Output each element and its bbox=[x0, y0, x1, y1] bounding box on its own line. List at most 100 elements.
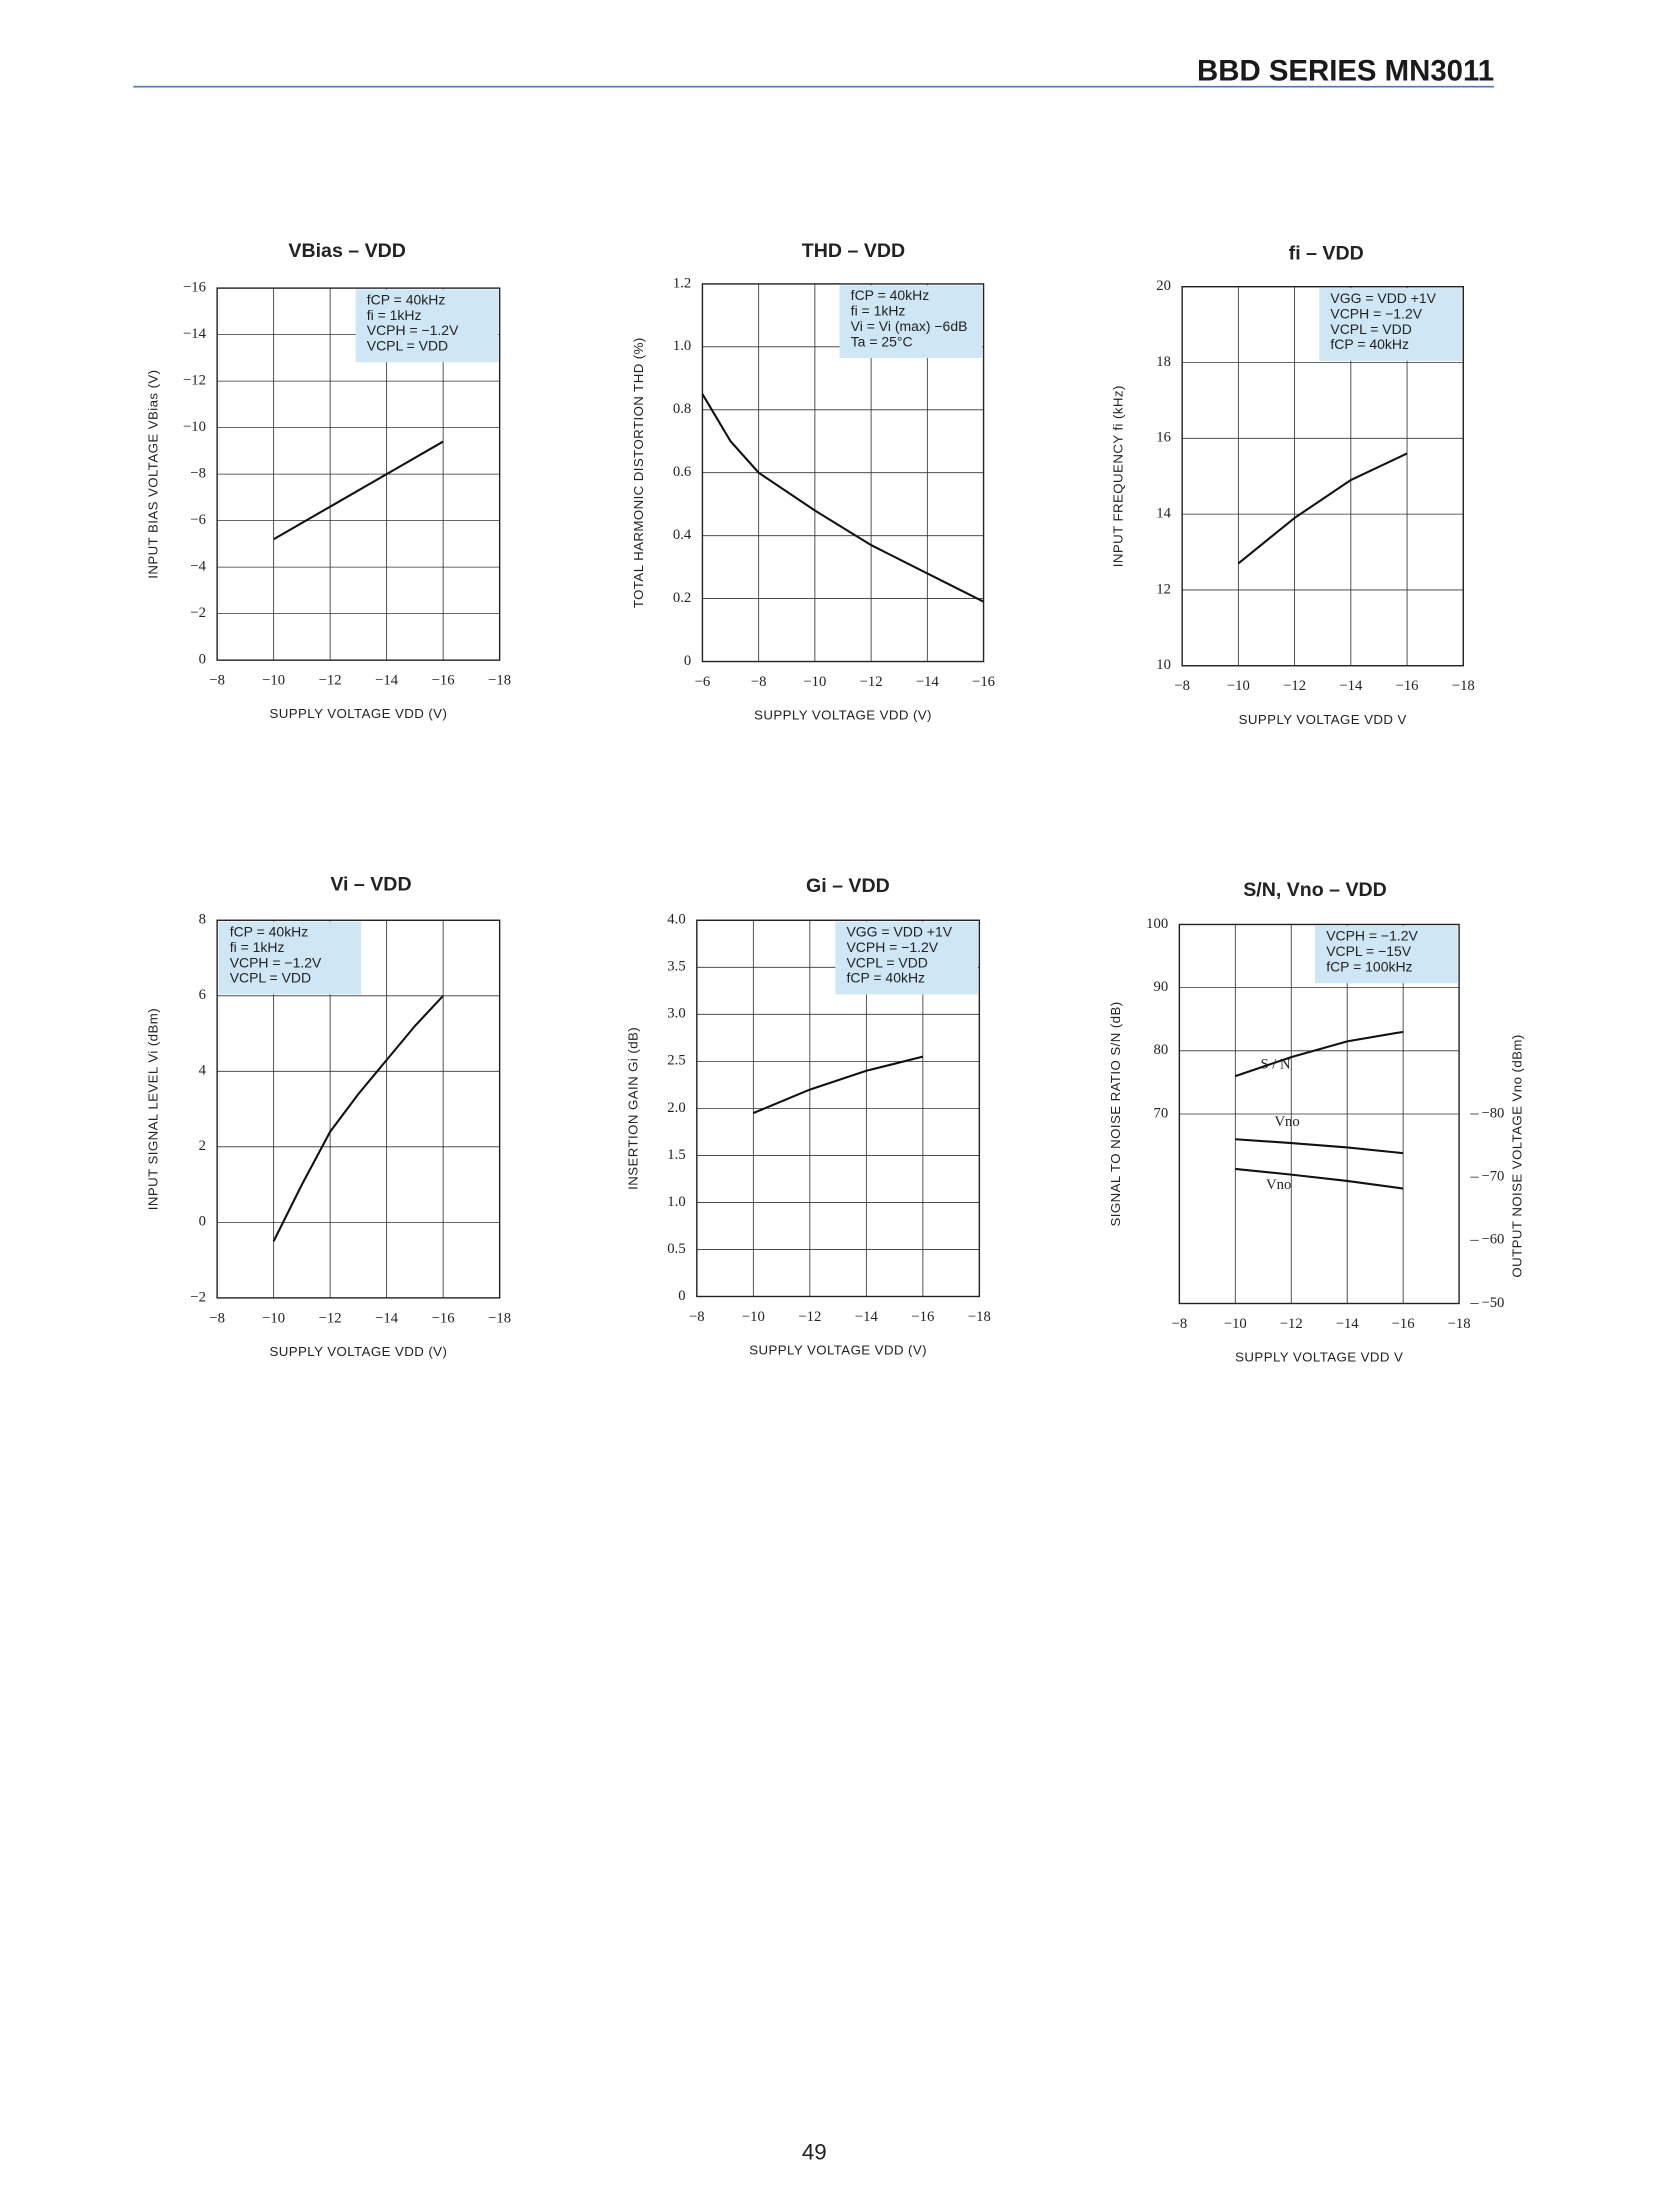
y-tick-label: 70 bbox=[1153, 1105, 1168, 1121]
x-tick-label: −10 bbox=[803, 674, 826, 690]
note-text: fCP = 40kHz bbox=[846, 970, 925, 986]
note-text: fCP = 40kHz bbox=[851, 287, 930, 303]
x-tick-label: −10 bbox=[1227, 678, 1250, 694]
y-tick-label: 12 bbox=[1156, 581, 1171, 597]
y-tick-label: 2.0 bbox=[667, 1100, 685, 1116]
x-tick-label: −12 bbox=[319, 1310, 342, 1326]
note-text: fi = 1kHz bbox=[367, 307, 422, 323]
note-text: Vi = Vi (max) −6dB bbox=[851, 318, 968, 334]
y-tick-label: −8 bbox=[190, 465, 206, 481]
y-tick-label: 0 bbox=[199, 1214, 206, 1230]
x-tick-label: −10 bbox=[262, 672, 285, 688]
series-line bbox=[752, 1055, 924, 1115]
series-line bbox=[1234, 1030, 1404, 1078]
y-tick-label: −16 bbox=[183, 279, 206, 295]
note-text: fCP = 40kHz bbox=[230, 924, 309, 940]
x-tick-label: −16 bbox=[911, 1309, 934, 1325]
x-tick-label: −8 bbox=[689, 1309, 705, 1325]
note-text: VCPL = VDD bbox=[1330, 321, 1411, 337]
x-tick-label: −16 bbox=[1392, 1316, 1415, 1332]
x-tick-label: −18 bbox=[488, 1310, 511, 1326]
series-label: Vno bbox=[1266, 1177, 1291, 1193]
x-tick-label: −18 bbox=[968, 1309, 991, 1325]
y-tick-label: 16 bbox=[1156, 430, 1171, 446]
plot-frame bbox=[696, 919, 981, 1298]
chart-title: Vi – VDD bbox=[330, 873, 411, 895]
y-tick-label: 2.5 bbox=[667, 1053, 685, 1069]
x-tick-label: −14 bbox=[375, 1310, 399, 1326]
y-tick-label: 20 bbox=[1156, 278, 1171, 294]
notes-box bbox=[1319, 288, 1462, 361]
note-text: VCPL = VDD bbox=[846, 954, 927, 970]
note-text: VCPH = −1.2V bbox=[1330, 305, 1422, 321]
y-tick-label: 0.6 bbox=[673, 464, 691, 480]
chart-title: VBias – VDD bbox=[288, 240, 406, 262]
y-tick-label: 10 bbox=[1156, 657, 1171, 673]
y-tick-label: 2 bbox=[199, 1138, 206, 1154]
chart-title: S/N, Vno – VDD bbox=[1243, 879, 1387, 901]
y-tick-label: 8 bbox=[199, 912, 206, 928]
x-tick-label: −10 bbox=[742, 1309, 765, 1325]
y-tick-label: 1.0 bbox=[667, 1194, 685, 1210]
series-line bbox=[273, 440, 444, 541]
y-tick-label: 80 bbox=[1153, 1042, 1168, 1058]
note-text: VCPL = VDD bbox=[367, 338, 448, 354]
y-tick-label: 0 bbox=[199, 652, 206, 668]
y-tick-label: 0.5 bbox=[667, 1241, 685, 1257]
note-text: VCPH = −1.2V bbox=[230, 954, 322, 970]
x-tick-label: −12 bbox=[860, 674, 883, 690]
x-tick-label: −14 bbox=[916, 674, 940, 690]
y-tick-label: 4 bbox=[199, 1063, 207, 1079]
plot-frame bbox=[216, 287, 501, 661]
y-axis-label: INSERTION GAIN Gi (dB) bbox=[625, 1027, 640, 1190]
x-tick-label: −18 bbox=[488, 672, 511, 688]
notes-box bbox=[1315, 925, 1458, 984]
y2-tick-label: −50 bbox=[1481, 1295, 1504, 1311]
y-axis-label: INPUT FREQUENCY fi (kHz) bbox=[1111, 385, 1126, 567]
x-axis-label: SUPPLY VOLTAGE VDD V bbox=[1235, 1350, 1403, 1365]
y-tick-label: 0.2 bbox=[673, 590, 691, 606]
note-text: VCPL = −15V bbox=[1326, 943, 1412, 959]
plot-frame bbox=[216, 919, 501, 1299]
x-tick-label: −6 bbox=[695, 674, 711, 690]
y-tick-label: 6 bbox=[199, 987, 206, 1003]
y-axis-label: INPUT BIAS VOLTAGE VBias (V) bbox=[146, 369, 161, 578]
y-axis-label: TOTAL HARMONIC DISTORTION THD (%) bbox=[631, 337, 646, 608]
y-tick-label: −6 bbox=[190, 512, 206, 528]
x-tick-label: −12 bbox=[319, 672, 342, 688]
y-tick-label: 1.5 bbox=[667, 1147, 685, 1163]
note-text: VCPH = −1.2V bbox=[367, 322, 459, 338]
y-tick-label: 0.8 bbox=[673, 401, 691, 417]
x-tick-label: −18 bbox=[1452, 678, 1475, 694]
notes-box bbox=[218, 921, 362, 995]
x-tick-label: −8 bbox=[1174, 678, 1190, 694]
series-label: S / N bbox=[1260, 1056, 1291, 1072]
x-tick-label: −8 bbox=[1172, 1316, 1188, 1332]
note-text: Ta = 25°C bbox=[851, 333, 913, 349]
series-line bbox=[1235, 1138, 1404, 1155]
x-tick-label: −16 bbox=[432, 672, 455, 688]
x-tick-label: −10 bbox=[262, 1310, 285, 1326]
note-text: VCPH = −1.2V bbox=[1326, 928, 1418, 944]
series-line bbox=[1237, 452, 1408, 565]
x-tick-label: −12 bbox=[798, 1309, 821, 1325]
y2-tick-label: −60 bbox=[1481, 1232, 1504, 1248]
x-tick-label: −18 bbox=[1448, 1316, 1471, 1332]
chart-title: THD – VDD bbox=[802, 240, 905, 262]
notes-box bbox=[355, 289, 499, 363]
note-text: fCP = 40kHz bbox=[367, 291, 446, 307]
plot-frame bbox=[1181, 286, 1464, 667]
note-text: fCP = 100kHz bbox=[1326, 959, 1412, 975]
series-line bbox=[272, 995, 444, 1242]
header-title: BBD SERIES MN3011 bbox=[1197, 54, 1494, 87]
x-tick-label: −8 bbox=[209, 672, 225, 688]
y-tick-label: 0 bbox=[678, 1288, 685, 1304]
notes-box bbox=[835, 921, 978, 995]
x-tick-label: −10 bbox=[1224, 1316, 1247, 1332]
note-text: VGG = VDD +1V bbox=[1330, 290, 1436, 306]
y-tick-label: 100 bbox=[1146, 916, 1168, 932]
x-tick-label: −14 bbox=[855, 1309, 879, 1325]
y2-tick-label: −80 bbox=[1481, 1105, 1504, 1121]
y-tick-label: 0.4 bbox=[673, 527, 692, 543]
